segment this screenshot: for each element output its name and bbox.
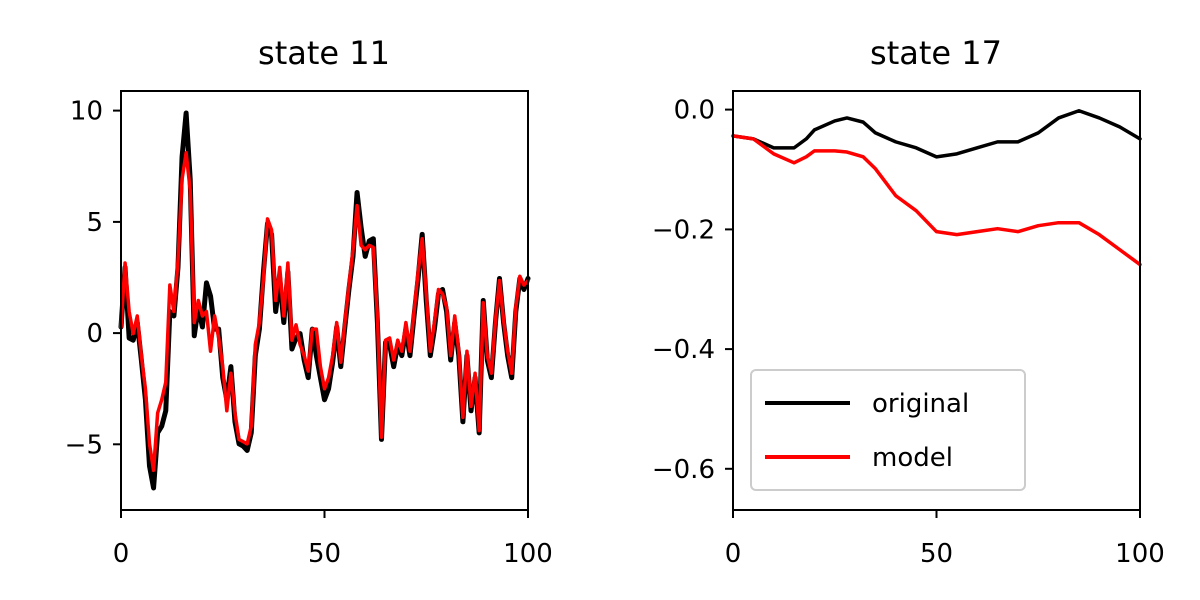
chart-2-xtick-label: 100 (1115, 539, 1165, 569)
chart-1-ytick-label: −5 (65, 430, 103, 460)
legend-label-original: original (872, 389, 969, 419)
chart-1-ytick-label: 10 (70, 97, 103, 127)
chart-2-xtick-label: 0 (725, 539, 742, 569)
chart-2-yaxis: −0.6 −0.4 −0.2 0.0 (652, 96, 733, 485)
chart-1-ytick-label: 0 (86, 319, 103, 349)
chart-2-series-line-original (731, 109, 1142, 159)
chart-2-legend: original model (750, 369, 1026, 491)
chart-state-17: state 17 0 50 100 −0.6 −0.4 −0.2 0.0 ori… (652, 34, 1165, 569)
chart-1-xtick-label: 0 (113, 539, 130, 569)
legend-box (750, 369, 1026, 491)
chart-1-yaxis: −5 0 5 10 (65, 97, 121, 460)
chart-state-11: state 11 0 50 100 −5 0 5 10 (65, 34, 553, 569)
chart-2-title: state 17 (870, 34, 1002, 72)
chart-2-ytick-label: −0.6 (652, 455, 715, 485)
chart-1-series (118, 110, 531, 491)
chart-2-xaxis: 0 50 100 (725, 510, 1165, 569)
legend-label-model: model (872, 443, 953, 473)
chart-2-series-line-model (731, 134, 1142, 267)
chart-2-ytick-label: −0.2 (652, 215, 715, 245)
chart-1-title: state 11 (258, 34, 390, 72)
chart-1-series-line-red (119, 151, 530, 473)
chart-1-ytick-label: 5 (86, 208, 103, 238)
chart-1-xtick-label: 50 (308, 539, 341, 569)
chart-1-xtick-label: 100 (503, 539, 553, 569)
chart-2-ytick-label: −0.4 (652, 335, 715, 365)
chart-1-xaxis: 0 50 100 (113, 510, 553, 569)
chart-2-ytick-label: 0.0 (674, 96, 715, 126)
chart-2-xtick-label: 50 (920, 539, 953, 569)
chart-2-series (731, 109, 1142, 267)
